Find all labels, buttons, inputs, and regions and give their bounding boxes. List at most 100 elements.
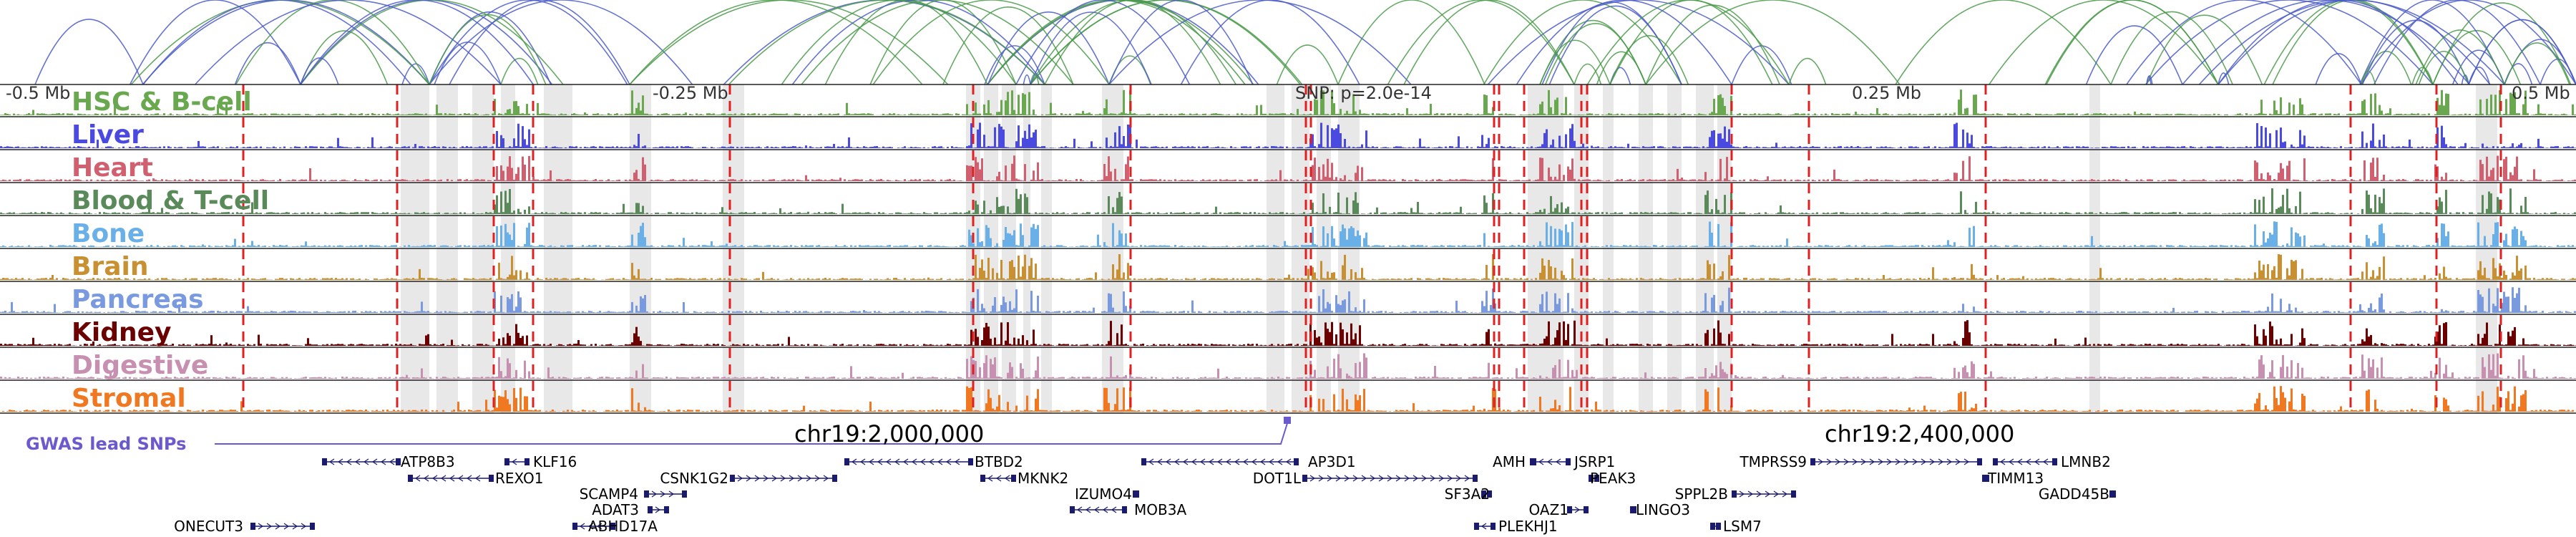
- track-5: [0, 254, 2576, 282]
- strand-chevron: [1756, 490, 1762, 498]
- gene-exon: [2109, 490, 2114, 498]
- strand-chevron: [1309, 475, 1316, 482]
- strand-chevron: [885, 458, 892, 465]
- loop-arc: [429, 14, 547, 85]
- chromatin-loop-arcs: [34, 0, 2576, 85]
- strand-chevron: [2008, 458, 2014, 465]
- strand-chevron: [466, 475, 472, 482]
- strand-chevron: [911, 458, 917, 465]
- loop-arc: [401, 63, 430, 85]
- strand-chevron: [1076, 506, 1083, 513]
- strand-chevron: [1165, 458, 1171, 465]
- loop-arc: [2146, 75, 2152, 85]
- gene-exon: [844, 458, 849, 465]
- strand-chevron: [328, 458, 335, 465]
- gene-label: DOT1L: [1253, 470, 1302, 487]
- loop-arc: [1030, 0, 1236, 85]
- strand-chevron: [1835, 458, 1841, 465]
- strand-chevron: [660, 490, 666, 498]
- loop-arc: [1030, 0, 1301, 85]
- strand-chevron: [283, 523, 290, 530]
- gene-label: PEAK3: [1590, 470, 1636, 487]
- strand-chevron: [655, 506, 661, 513]
- gene-exon: [1491, 523, 1496, 530]
- gene-timm13: TIMM13: [1982, 470, 2044, 487]
- loop-arc: [130, 0, 430, 85]
- strand-chevron: [814, 475, 821, 482]
- gene-exon: [1473, 475, 1478, 482]
- gene-exon: [1584, 506, 1589, 513]
- strand-chevron: [596, 523, 602, 530]
- gwas-label: GWAS lead SNPs: [26, 434, 186, 454]
- strand-chevron: [954, 458, 960, 465]
- highlight-regions: [401, 84, 2497, 414]
- gene-exon: [644, 490, 649, 498]
- strand-chevron: [1955, 458, 1961, 465]
- strand-chevron: [1318, 475, 1324, 482]
- gene-sppl2b: SPPL2B: [1675, 485, 1796, 503]
- loop-arc: [2110, 11, 2233, 85]
- strand-chevron: [668, 490, 675, 498]
- track-signal: [0, 155, 2576, 181]
- loop-arc: [801, 0, 1074, 85]
- strand-chevron: [1480, 523, 1487, 530]
- gene-exon: [525, 458, 530, 465]
- gene-exon: [1487, 490, 1492, 498]
- strand-chevron: [1395, 475, 1402, 482]
- gene-label: AMH: [1493, 453, 1526, 470]
- strand-chevron: [1004, 475, 1010, 482]
- loop-arc: [235, 0, 430, 85]
- track-9: [0, 386, 2576, 414]
- loop-arc: [2044, 0, 2219, 85]
- gene-lsm7: LSM7: [1710, 518, 1762, 535]
- strand-chevron: [1251, 458, 1257, 465]
- loop-arc: [2361, 0, 2576, 85]
- track-signal: [0, 353, 2576, 379]
- gene-csnk1g2: CSNK1G2: [660, 470, 837, 487]
- gene-exon: [1791, 490, 1796, 498]
- strand-chevron: [1148, 458, 1154, 465]
- track-7: [0, 320, 2576, 348]
- loop-arc: [2361, 70, 2376, 85]
- gene-label: LINGO3: [1636, 501, 1690, 518]
- strand-chevron: [1921, 458, 1927, 465]
- loop-arc: [2411, 67, 2434, 85]
- loop-arc: [2146, 14, 2263, 85]
- track-signal: [0, 386, 2576, 412]
- strand-chevron: [1259, 458, 1266, 465]
- track-signal: [0, 188, 2576, 214]
- gene-exon: [832, 475, 837, 482]
- gene-scamp4: SCAMP4: [580, 485, 687, 503]
- strand-chevron: [1546, 458, 1553, 465]
- highlight-region: [472, 84, 494, 414]
- gene-label: ATP8B3: [401, 453, 455, 470]
- strand-chevron: [1860, 458, 1867, 465]
- strand-chevron: [2034, 458, 2040, 465]
- axis-label-plus-0-25: 0.25 Mb: [1852, 83, 1921, 103]
- gene-exon: [1993, 458, 1998, 465]
- strand-chevron: [1093, 506, 1100, 513]
- track-signal: [0, 254, 2576, 280]
- gene-exon: [1589, 475, 1594, 482]
- loop-arc: [2468, 19, 2576, 85]
- strand-chevron: [1344, 475, 1350, 482]
- gene-exon: [1011, 475, 1016, 482]
- gene-mob3a: MOB3A: [1070, 501, 1186, 518]
- highlight-region: [1546, 84, 1563, 414]
- gene-label: SF3A2: [1445, 485, 1490, 503]
- strand-chevron: [1438, 475, 1445, 482]
- gene-label: GADD45B: [2039, 485, 2109, 503]
- strand-chevron: [937, 458, 943, 465]
- gene-exon: [322, 458, 327, 465]
- strand-chevron: [1174, 458, 1180, 465]
- strand-chevron: [1782, 490, 1788, 498]
- gene-label: ABHD17A: [588, 518, 658, 535]
- track-label: Brain: [72, 252, 148, 281]
- track-1: [0, 122, 2576, 150]
- loop-arc: [1487, 0, 1790, 85]
- gwas-row: GWAS lead SNPs chr19:2,000,000 chr19:2,4…: [26, 417, 2014, 454]
- loop-arc: [195, 0, 502, 85]
- strand-chevron: [1538, 458, 1544, 465]
- gene-exon: [1984, 475, 1989, 482]
